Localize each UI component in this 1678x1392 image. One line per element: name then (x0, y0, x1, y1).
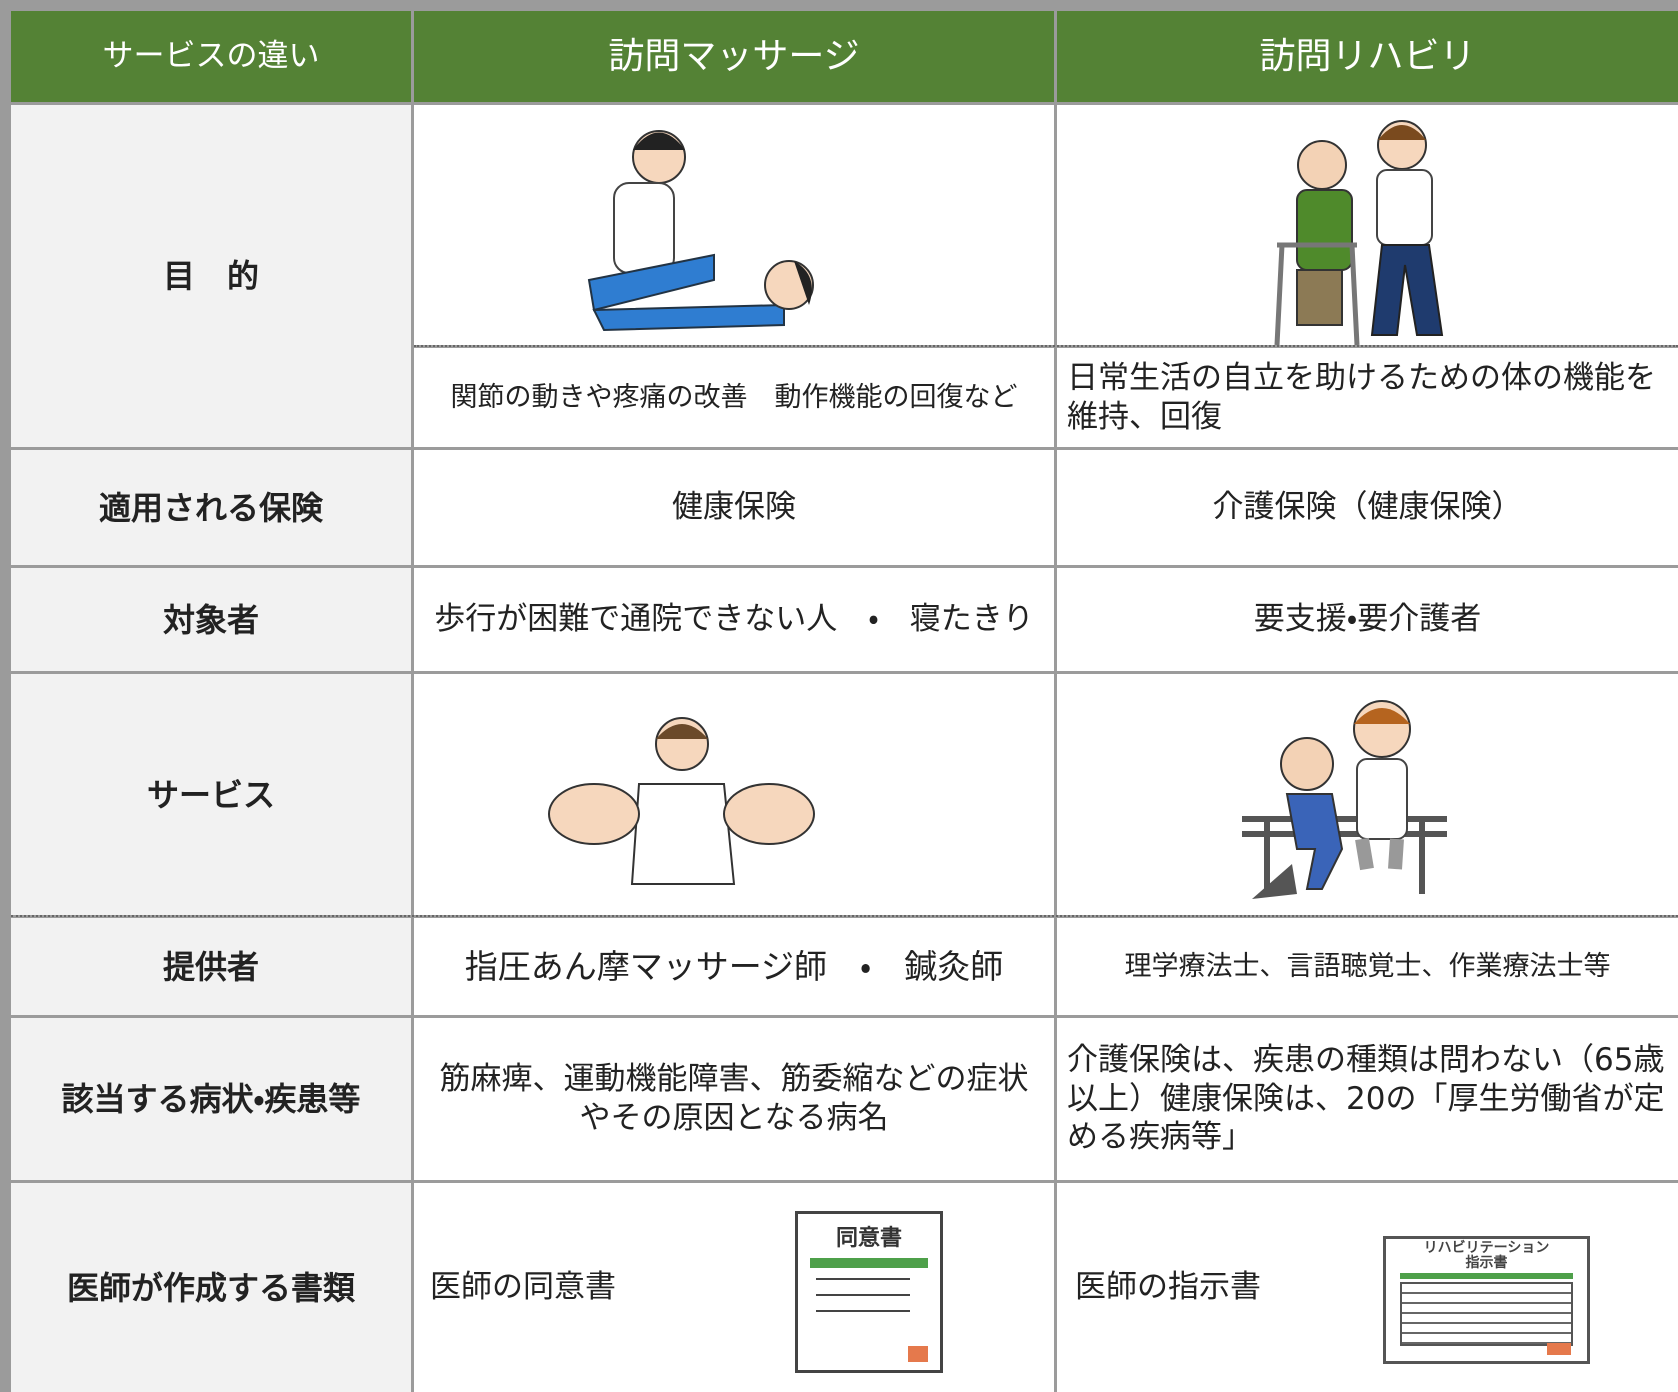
row-label: 該当する病状・疾患等 (11, 1018, 411, 1180)
doc-lines (816, 1278, 910, 1296)
cell-text: 関節の動きや疼痛の改善 動作機能の回復など (414, 348, 1054, 447)
cell-text: 介護保険（健康保険） (1057, 450, 1678, 565)
header-cell: サービスの違い (11, 11, 411, 102)
row-label: 目 的 (11, 105, 411, 447)
header-cell: 訪問リハビリ (1057, 11, 1678, 102)
row-label: 提供者 (11, 918, 411, 1015)
image-cell (414, 105, 1054, 345)
dotted-divider (11, 915, 1678, 917)
cell-text: 指圧あん摩マッサージ師 ・ 鍼灸師 (414, 918, 1054, 1015)
doc-stamp (1547, 1343, 1571, 1355)
doc-title: 同意書 (835, 1226, 902, 1251)
rehab-illustration (1274, 120, 1444, 345)
doc-title-line: 指示書 (1465, 1254, 1508, 1271)
cell-text: 筋麻痺、運動機能障害、筋委縮などの症状やその原因となる病名 (414, 1018, 1054, 1180)
doc-stamp (908, 1346, 928, 1362)
cell-text: 医師の同意書 (414, 1183, 1054, 1392)
cell-text: 日常生活の自立を助けるための体の機能を維持、回復 (1057, 348, 1678, 447)
row-label: 適用される保険 (11, 450, 411, 565)
doc-table (1400, 1282, 1573, 1347)
cell-text: 健康保険 (414, 450, 1054, 565)
row-label: サービス (11, 674, 411, 915)
header-cell: 訪問マッサージ (414, 11, 1054, 102)
doc-lines (816, 1296, 910, 1312)
image-cell (414, 674, 1054, 915)
massage-illustration (587, 130, 814, 332)
dotted-divider (414, 345, 1678, 347)
cell-text: 歩行が困難で通院できない人 ・ 寝たきり (414, 568, 1054, 671)
consent-doc-icon: 同意書 (795, 1211, 943, 1373)
image-cell (1057, 674, 1678, 915)
row-label: 医師が作成する書類 (11, 1183, 411, 1392)
cell-text: 介護保険は、疾患の種類は問わない（65歳以上）健康保険は、20の「厚生労働省が定… (1057, 1018, 1678, 1180)
doc-title-line: リハビリテーション (1423, 1240, 1550, 1256)
walking-illustration (1242, 700, 1447, 899)
instruction-doc-icon: リハビリテーション 指示書 (1383, 1236, 1590, 1364)
doc-bar (1400, 1273, 1573, 1280)
doc-bar (810, 1258, 928, 1268)
doc-title: リハビリテーション 指示書 (1386, 1241, 1587, 1270)
row-label: 対象者 (11, 568, 411, 671)
image-cell (1057, 105, 1678, 345)
cell-text: 要支援・要介護者 (1057, 568, 1678, 671)
cell-text: 理学療法士、言語聴覚士、作業療法士等 (1057, 918, 1678, 1015)
hands-illustration (548, 717, 815, 885)
